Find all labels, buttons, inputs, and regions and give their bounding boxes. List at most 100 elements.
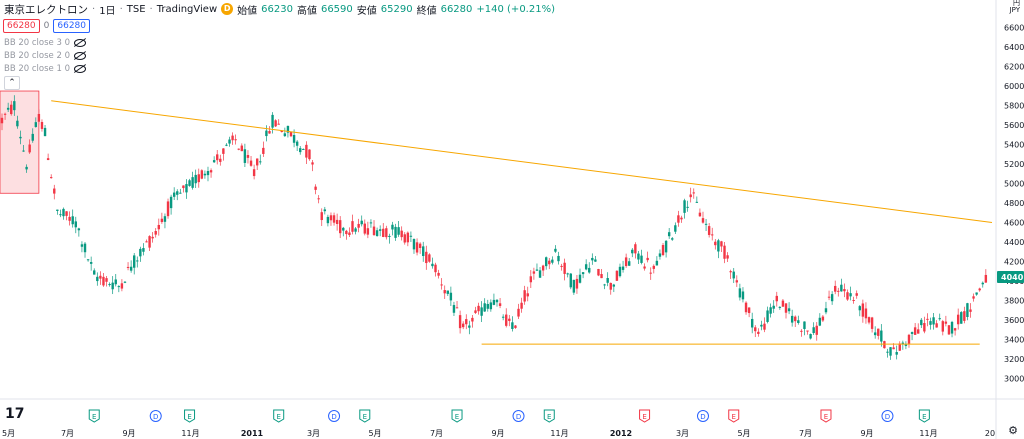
- eye-off-icon[interactable]: [74, 52, 86, 60]
- market-status-icon[interactable]: D: [221, 3, 234, 15]
- indicator-label: BB 20 close 3 0: [4, 38, 70, 48]
- candle-body: [222, 148, 225, 154]
- indicator-bb-2[interactable]: BB 20 close 2 0: [4, 51, 86, 61]
- candle-body: [111, 282, 114, 290]
- candle-body: [68, 216, 71, 221]
- candle-body: [526, 293, 529, 297]
- candle-body: [338, 220, 342, 234]
- currency-selector[interactable]: 円 JPY: [1010, 0, 1020, 14]
- resistance-trendline: [51, 100, 993, 223]
- candle-body: [966, 303, 969, 317]
- indicator-label: BB 20 close 1 0: [4, 64, 70, 74]
- candle-body: [16, 120, 19, 127]
- chevron-up-icon[interactable]: ⌃: [4, 76, 20, 90]
- candle-body: [216, 154, 219, 161]
- candle-body: [461, 323, 465, 328]
- candle-body: [409, 235, 413, 237]
- candle-body: [821, 316, 825, 321]
- y-tick-label: 6000: [1004, 82, 1024, 91]
- candle-body: [108, 284, 111, 286]
- candle-body: [71, 216, 74, 225]
- earnings-marker-icon: [543, 409, 555, 423]
- x-tick-label: 9月: [122, 429, 135, 438]
- candle-body: [661, 245, 665, 256]
- candle-body: [317, 198, 320, 200]
- gear-icon[interactable]: ⚙: [1008, 424, 1018, 437]
- indicator-bb-3[interactable]: BB 20 close 3 0: [4, 38, 86, 48]
- candle-body: [652, 265, 656, 269]
- tradingview-logo-icon[interactable]: 17: [5, 406, 25, 422]
- candle-body: [655, 260, 659, 266]
- candle-body: [766, 310, 769, 322]
- candle-body: [707, 226, 711, 235]
- candle-body: [74, 221, 77, 228]
- y-tick-label: 4800: [1004, 199, 1024, 208]
- sell-price-button[interactable]: 66280: [3, 19, 40, 33]
- candle-body: [754, 327, 757, 332]
- candle-body: [397, 227, 400, 235]
- indicator-bb-1[interactable]: BB 20 close 1 0: [4, 64, 86, 74]
- candle-body: [861, 303, 865, 317]
- candle-body: [917, 329, 920, 334]
- candle-body: [538, 270, 542, 278]
- last-price-badge: [997, 271, 1024, 283]
- candle-body: [667, 232, 671, 237]
- candle-body: [628, 261, 631, 266]
- y-tick-label: 4600: [1004, 218, 1024, 227]
- candle-body: [271, 114, 274, 128]
- candle-body: [606, 278, 609, 283]
- candle-body: [311, 162, 314, 165]
- dividend-marker-icon: [149, 410, 162, 422]
- candle-body: [428, 254, 431, 262]
- candle-body: [514, 325, 517, 328]
- candle-body: [664, 240, 668, 253]
- symbol-name[interactable]: 東京エレクトロン: [4, 3, 88, 16]
- candle-body: [13, 101, 16, 111]
- x-tick-label: 9月: [491, 429, 504, 438]
- candle-body: [431, 263, 434, 267]
- candle-body: [944, 321, 948, 324]
- candle-body: [357, 223, 360, 228]
- candle-body: [618, 266, 622, 277]
- candle-body: [830, 294, 834, 302]
- event-marker-label: E: [642, 413, 646, 421]
- candle-body: [89, 262, 93, 264]
- candle-body: [489, 302, 493, 310]
- candle-body: [139, 248, 142, 257]
- candle-body: [142, 248, 145, 252]
- candle-body: [584, 264, 588, 270]
- trade-buttons: 66280 0 66280: [3, 19, 91, 33]
- candle-body: [873, 332, 877, 336]
- high-label: 高値: [296, 5, 317, 17]
- event-marker-label: D: [700, 413, 705, 421]
- candle-body: [757, 331, 760, 334]
- change-value: +140 (+0.21%): [476, 3, 555, 15]
- candle-body: [268, 131, 271, 134]
- candle-body: [726, 255, 729, 259]
- candle-body: [775, 295, 778, 302]
- candle-body: [929, 321, 932, 325]
- x-tick-label: 7月: [61, 429, 74, 438]
- candle-body: [492, 299, 496, 305]
- candle-body: [818, 317, 822, 326]
- candle-body: [458, 315, 462, 329]
- candle-body: [508, 318, 511, 321]
- candle-body: [283, 133, 287, 137]
- candle-body: [96, 276, 99, 282]
- candle-body: [369, 222, 373, 224]
- candle-body: [704, 223, 708, 225]
- candle-body: [686, 206, 689, 208]
- candle-body: [972, 296, 975, 299]
- eye-off-icon[interactable]: [74, 39, 86, 47]
- y-tick-label: 5000: [1004, 180, 1024, 189]
- candle-body: [677, 215, 680, 223]
- interval-label[interactable]: 1日: [99, 5, 116, 17]
- candle-body: [348, 232, 351, 236]
- y-tick-label: 5800: [1004, 102, 1024, 111]
- buy-price-button[interactable]: 66280: [53, 19, 91, 33]
- candle-body: [615, 270, 619, 281]
- candle-body: [418, 243, 422, 248]
- candle-body: [603, 284, 606, 286]
- eye-off-icon[interactable]: [74, 65, 86, 73]
